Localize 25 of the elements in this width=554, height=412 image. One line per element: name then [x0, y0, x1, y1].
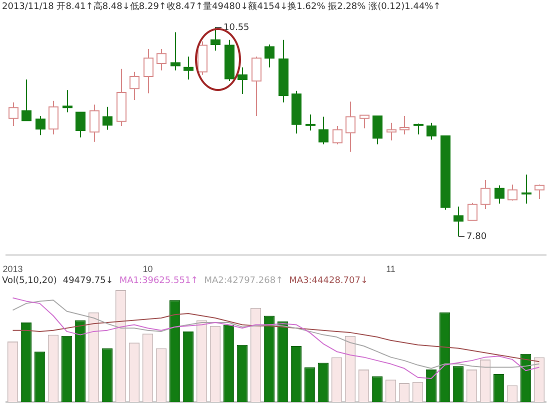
text: 2013/11/18 开8.41↑高8.48↓低8.29↑收8.47↑量49480↓额4154↓换1.62% 振2.28% 涨(0.12)1.44%↑ — [2, 2, 441, 12]
x-tick-label: 2013 — [2, 264, 23, 274]
chart-title: Vol(5,10,20) — [2, 276, 57, 286]
candlestick — [400, 116, 410, 135]
x-tick-label: 11 — [386, 264, 396, 274]
text: MA1:39625.551↑ — [119, 276, 198, 286]
text: 49479.75↓ — [62, 276, 114, 286]
candlestick — [534, 184, 544, 200]
candlestick — [156, 48, 166, 71]
annotation: 10.55 — [224, 22, 250, 33]
candlestick — [346, 101, 356, 152]
candlestick — [386, 122, 396, 141]
candlestick — [252, 56, 262, 117]
text: MA3:44428.707↓ — [289, 276, 368, 286]
candlestick — [116, 68, 126, 126]
x-tick-label: 10 — [142, 264, 153, 274]
annotation: 7.80 — [466, 232, 487, 242]
text: MA2:42797.268↑ — [204, 276, 284, 286]
candlestick — [144, 48, 154, 94]
candlestick — [360, 114, 370, 129]
candlestick — [48, 100, 58, 135]
candlestick — [8, 102, 18, 126]
candlestick — [90, 104, 100, 142]
candlestick — [130, 71, 140, 101]
candlestick — [480, 180, 490, 210]
